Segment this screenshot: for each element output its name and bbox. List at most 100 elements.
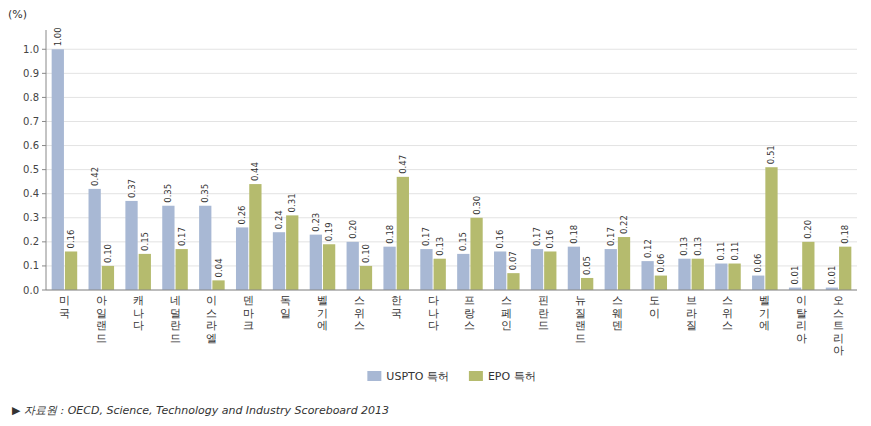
bar: [568, 247, 580, 290]
grid-line: [46, 169, 857, 170]
category-label-line: 랑: [464, 307, 475, 320]
bar: [102, 266, 114, 290]
data-label: 0.17: [606, 227, 616, 246]
bar: [162, 206, 174, 290]
category-label-line: 핀: [538, 294, 549, 307]
bar: [310, 235, 322, 290]
category-label-line: 도: [649, 294, 660, 307]
tick-mark: [42, 169, 46, 170]
data-label: 0.05: [582, 256, 592, 275]
category-label: 벨기에: [317, 294, 328, 332]
bar: [212, 280, 224, 290]
category-label-line: 미: [59, 294, 70, 307]
tick-mark: [42, 97, 46, 98]
bar: [715, 264, 727, 290]
category-label-line: 뉴: [575, 294, 586, 307]
tick-mark: [42, 193, 46, 194]
data-label: 0.19: [324, 222, 334, 241]
bar: [531, 249, 543, 290]
data-label: 0.31: [287, 193, 297, 212]
data-label: 0.16: [66, 230, 76, 249]
category-label-line: 마: [243, 307, 254, 320]
category-label-line: 위: [722, 307, 733, 320]
bar: [692, 259, 704, 290]
category-label: 오스트리아: [833, 294, 844, 357]
legend-item: EPO 특허: [469, 370, 536, 383]
category-label-line: 덴: [243, 294, 254, 307]
tick-label: 0.0: [23, 285, 39, 296]
category-label-line: 기: [317, 307, 328, 320]
tick-label: 0.2: [23, 236, 39, 247]
category-label-line: 벨: [317, 294, 328, 307]
data-label: 0.26: [237, 205, 247, 224]
data-label: 0.01: [827, 266, 837, 285]
grid-line: [46, 73, 857, 74]
data-labels: 1.000.420.370.350.350.260.240.230.200.18…: [53, 27, 850, 284]
category-label-line: 리: [833, 332, 844, 345]
source-note: ▶ 자료원 : OECD, Science, Technology and In…: [12, 404, 389, 417]
data-label: 0.16: [495, 230, 505, 249]
bar: [383, 247, 395, 290]
grid-line: [46, 145, 857, 146]
category-label-line: 덴: [612, 319, 623, 332]
category-label-line: 탈: [796, 307, 807, 320]
category-label-line: 웨: [612, 307, 623, 320]
data-label: 0.47: [398, 155, 408, 174]
data-label: 0.17: [177, 227, 187, 246]
data-label: 0.16: [545, 230, 555, 249]
category-label-line: 이: [649, 307, 660, 320]
tick-label: 0.9: [23, 68, 39, 79]
data-label: 0.12: [643, 239, 653, 258]
data-label: 0.10: [361, 244, 371, 263]
bar: [420, 249, 432, 290]
data-label: 0.13: [693, 237, 703, 256]
data-label: 0.20: [348, 220, 358, 239]
bar: [655, 276, 667, 290]
bar: [457, 254, 469, 290]
bar: [470, 218, 482, 290]
tick-mark: [42, 145, 46, 146]
bar: [765, 167, 777, 290]
tick-label: 0.6: [23, 140, 39, 151]
data-label: 0.24: [274, 210, 284, 229]
x-axis: 미국아일랜드캐나다네덜란드이스라엘덴마크독일벨기에스위스한국다나다프랑스스페인핀…: [59, 294, 844, 357]
legend-label: USPTO 특허: [386, 370, 449, 383]
category-label-line: 다: [428, 294, 439, 307]
data-label: 0.13: [679, 237, 689, 256]
data-label: 0.15: [458, 232, 468, 251]
data-label: 0.18: [569, 225, 579, 244]
category-label-line: 스: [833, 307, 844, 320]
category-label-line: 인: [501, 319, 512, 332]
data-label: 0.17: [421, 227, 431, 246]
bar: [434, 259, 446, 290]
category-label-line: 스: [501, 294, 512, 307]
category-label-line: 드: [538, 319, 549, 332]
bar: [494, 251, 506, 290]
y-axis-line: [46, 30, 47, 290]
legend-swatch: [367, 371, 381, 381]
category-label-line: 일: [96, 307, 107, 320]
category-label-line: 드: [96, 332, 107, 345]
bar: [839, 247, 851, 290]
data-label: 0.35: [200, 184, 210, 203]
data-label: 0.04: [214, 258, 224, 277]
data-label: 0.07: [508, 251, 518, 270]
category-label-line: 랜: [96, 319, 107, 332]
data-label: 0.06: [753, 254, 763, 273]
category-label-line: 스: [722, 319, 733, 332]
category-label-line: 드: [575, 332, 586, 345]
data-label: 0.18: [840, 225, 850, 244]
category-label-line: 스: [612, 294, 623, 307]
x-axis-line: [46, 290, 857, 291]
category-label-line: 일: [280, 307, 291, 320]
category-label-line: 스: [206, 307, 217, 320]
category-label-line: 리: [796, 319, 807, 332]
category-label: 브라질: [686, 294, 697, 332]
category-label-line: 아: [833, 344, 844, 357]
bar: [52, 49, 64, 290]
category-label-line: 국: [59, 307, 70, 320]
category-label: 핀란드: [538, 294, 549, 332]
category-label-line: 오: [833, 294, 844, 307]
data-label: 0.15: [140, 232, 150, 251]
category-label: 이스라엘: [206, 294, 217, 345]
